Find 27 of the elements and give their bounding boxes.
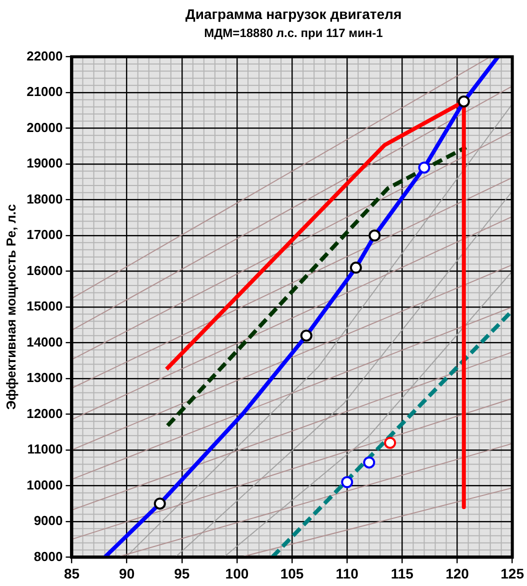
y-tick-label: 11000	[27, 442, 63, 457]
y-tick-label: 15000	[26, 298, 63, 314]
y-tick-label: 16000	[26, 262, 63, 278]
x-tick-label: 120	[446, 565, 470, 582]
y-tick-label: 13000	[26, 370, 63, 386]
x-tick-label: 90	[119, 565, 135, 582]
y-tick-label: 14000	[26, 334, 63, 350]
x-tick-label: 110	[336, 565, 359, 582]
y-axis-title: Эффективная мощность Pe, л.с	[3, 204, 18, 410]
x-tick-label: 105	[280, 565, 304, 582]
y-tick-label: 12000	[26, 406, 63, 421]
x-tick-label: 115	[390, 565, 414, 582]
y-tick-label: 20000	[26, 120, 63, 135]
y-tick-label: 18000	[26, 191, 63, 206]
x-tick-label: 100	[225, 565, 249, 582]
y-tick-label: 17000	[26, 227, 63, 242]
y-tick-label: 9000	[34, 513, 63, 528]
x-tick-label: 85	[64, 565, 80, 582]
y-tick-label: 19000	[26, 156, 63, 171]
y-tick-label: 21000	[26, 84, 63, 100]
x-tick-label: 125	[500, 565, 524, 582]
y-tick-label: 22000	[26, 48, 63, 64]
chart-subtitle: МДМ=18880 л.с. при 117 мин-1	[203, 26, 384, 40]
y-tick-label: 10000	[26, 477, 63, 492]
chart-title: Диаграмма нагрузок двигателя	[184, 6, 403, 22]
y-tick-label: 8000	[34, 548, 63, 564]
x-tick-label: 95	[174, 565, 190, 582]
